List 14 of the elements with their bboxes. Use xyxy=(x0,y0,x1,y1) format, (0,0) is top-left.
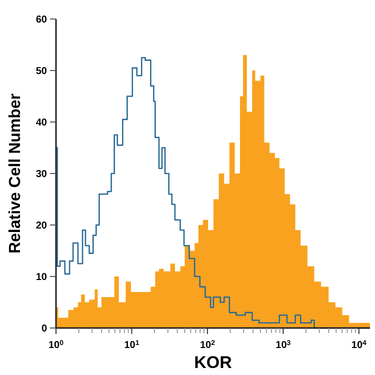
x-tick-label: 10$^{4}$ xyxy=(351,340,367,351)
y-tick-label: 50 xyxy=(36,66,48,77)
x-axis-title: KOR xyxy=(194,353,232,372)
y-tick-label: 30 xyxy=(36,169,48,180)
x-tick-label: 10$^{1}$ xyxy=(124,340,140,351)
x-tick-label: 10$^{3}$ xyxy=(276,340,291,351)
y-tick-label: 20 xyxy=(36,220,48,232)
y-axis-title: Relative Cell Number xyxy=(7,93,24,254)
x-tick-label: 10$^{2}$ xyxy=(200,340,216,351)
y-tick-label: 10 xyxy=(36,272,48,283)
y-tick-label: 60 xyxy=(36,14,48,26)
y-tick-label: 40 xyxy=(36,118,48,128)
x-tick-label: 10$^{0}$ xyxy=(48,340,64,351)
y-tick-label: 0 xyxy=(41,324,48,334)
